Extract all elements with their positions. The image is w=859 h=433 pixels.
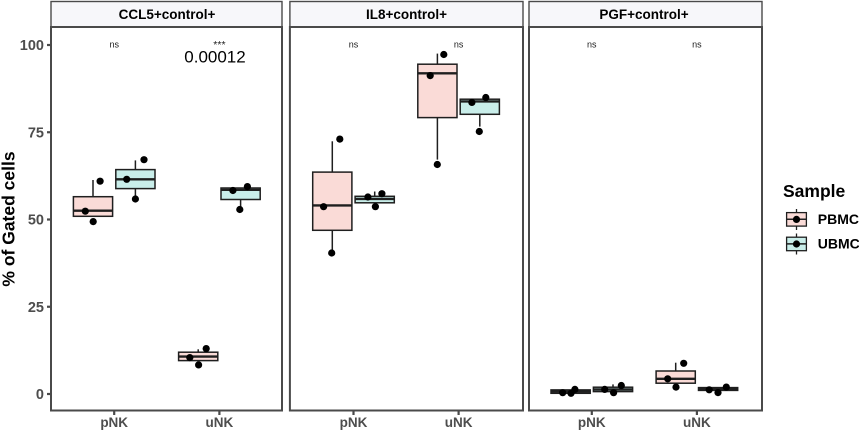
svg-text:ns: ns	[109, 40, 119, 50]
svg-text:Sample: Sample	[783, 181, 846, 201]
svg-text:ns: ns	[692, 40, 702, 50]
svg-text:50: 50	[28, 213, 44, 229]
svg-text:25: 25	[28, 300, 44, 316]
svg-text:100: 100	[20, 38, 44, 54]
svg-text:75: 75	[28, 125, 44, 141]
svg-text:UBMC: UBMC	[818, 236, 859, 252]
svg-text:0.00012: 0.00012	[184, 48, 245, 67]
svg-text:PBMC: PBMC	[818, 211, 859, 227]
svg-text:pNK: pNK	[340, 415, 368, 430]
svg-text:CCL5+control+: CCL5+control+	[119, 7, 216, 22]
svg-text:ns: ns	[454, 40, 464, 50]
svg-text:0: 0	[36, 387, 44, 403]
svg-text:pNK: pNK	[578, 415, 606, 430]
svg-text:PGF+control+: PGF+control+	[599, 7, 688, 22]
svg-text:uNK: uNK	[683, 415, 711, 430]
svg-text:***: ***	[213, 39, 225, 51]
svg-text:uNK: uNK	[445, 415, 473, 430]
svg-text:pNK: pNK	[100, 415, 128, 430]
svg-text:ns: ns	[587, 40, 597, 50]
svg-text:IL8+control+: IL8+control+	[366, 7, 447, 22]
svg-text:% of Gated cells: % of Gated cells	[0, 151, 19, 286]
svg-text:uNK: uNK	[206, 415, 234, 430]
svg-text:ns: ns	[349, 40, 359, 50]
